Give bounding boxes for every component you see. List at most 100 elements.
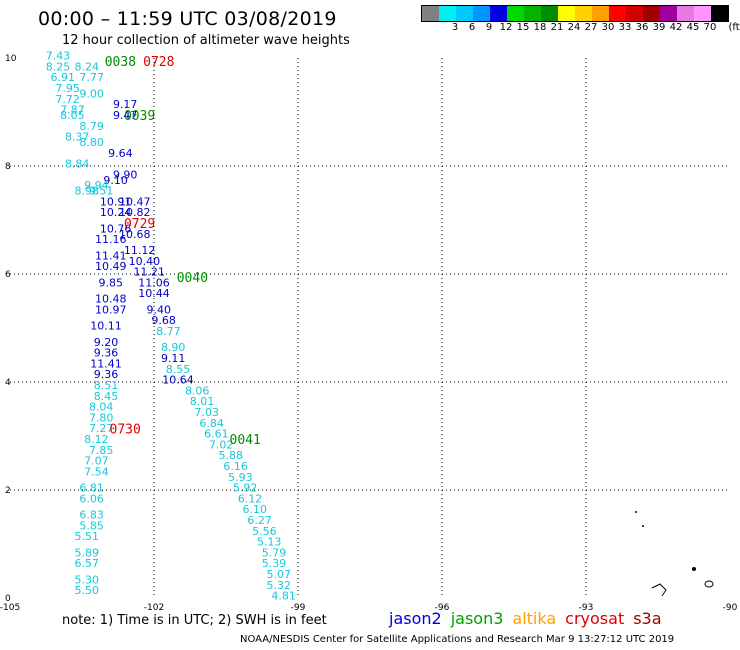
wave-height-value: 5.39 [262, 557, 287, 570]
wave-height-value: 9.51 [89, 185, 114, 198]
longitude-tick-label: -93 [579, 603, 594, 613]
wave-height-value: 6.61 [204, 428, 229, 441]
wave-height-value: 10.47 [119, 195, 151, 208]
wave-height-value: 7.80 [89, 411, 114, 424]
wave-height-value: 5.51 [75, 530, 100, 543]
latitude-tick-label: 0 [5, 594, 11, 604]
legend-swatch [626, 6, 643, 21]
latitude-tick-label: 2 [5, 486, 11, 496]
wave-height-value: 8.90 [161, 341, 186, 354]
wave-height-value: 5.32 [267, 579, 292, 592]
legend-swatch [592, 6, 609, 21]
wave-height-value: 6.91 [51, 71, 76, 84]
wave-height-value: 7.02 [209, 438, 234, 451]
wave-height-value: 10.68 [119, 228, 151, 241]
wave-height-value: 11.06 [138, 276, 170, 289]
wave-height-value: 5.89 [75, 546, 100, 559]
pass-time-label: 0041 [230, 433, 261, 448]
wave-height-value: 10.64 [162, 374, 194, 387]
wave-height-value: 8.24 [75, 60, 100, 73]
legend-unit: (ft) [728, 22, 740, 33]
latitude-tick-label: 6 [5, 270, 11, 280]
legend-swatch [422, 6, 439, 21]
wave-height-value: 11.12 [124, 244, 156, 257]
legend-swatch-label: 3 [451, 22, 459, 33]
longitude-tick-label: -105 [0, 603, 20, 613]
pass-time-label: 0730 [110, 422, 141, 437]
legend-swatch [473, 6, 490, 21]
wave-height-value: 6.83 [79, 509, 104, 522]
wave-height-value: 5.30 [75, 573, 100, 586]
legend-swatch [575, 6, 592, 21]
pass-time-labels: 0038 0728 0039 0729 0040 0730 0041 [105, 55, 261, 448]
legend-swatch-label: 15 [516, 22, 530, 33]
legend-swatch [439, 6, 456, 21]
axis-labels: -105 -102 -99 -96 -93 -90 0 2 4 6 8 10 [0, 54, 738, 613]
legend-swatch [490, 6, 507, 21]
legend-swatch [677, 6, 694, 21]
legend-swatch-label: 45 [686, 22, 700, 33]
wave-height-value: 5.13 [257, 536, 282, 549]
wave-height-value: 10.11 [90, 320, 122, 333]
wave-height-value: 8.45 [94, 390, 119, 403]
pass-time-label: 0039 [124, 109, 155, 124]
wave-height-value: 7.87 [60, 104, 85, 117]
coastline-islands [635, 511, 714, 597]
legend-swatch [643, 6, 660, 21]
legend-swatch-label: 30 [601, 22, 615, 33]
wave-height-value: 9.47 [113, 109, 138, 122]
wave-height-value: 10.76 [100, 222, 132, 235]
legend-swatch-label: 27 [584, 22, 598, 33]
legend-swatch [558, 6, 575, 21]
wave-height-value: 9.36 [94, 368, 119, 381]
legend-swatch-label: 9 [485, 22, 493, 33]
latitude-tick-label: 10 [5, 54, 17, 64]
wave-height-value: 9.85 [99, 276, 124, 289]
wave-height-value: 8.79 [79, 120, 104, 133]
satellite-legend: jason2 jason3 altika cryosat s3a [389, 609, 671, 628]
wave-height-value: 7.43 [46, 50, 71, 63]
satellite-legend-item: cryosat [565, 609, 625, 628]
graticule [10, 58, 730, 598]
wave-height-value: 5.50 [75, 584, 100, 597]
wave-height-value: 8.04 [89, 401, 114, 414]
wave-height-value: 8.12 [84, 433, 109, 446]
satellite-legend-item: jason2 [389, 609, 442, 628]
longitude-tick-label: -102 [144, 603, 164, 613]
wave-height-value: 8.06 [185, 384, 210, 397]
wave-height-value: 5.93 [228, 471, 253, 484]
wave-height-value: 11.41 [95, 249, 127, 262]
legend-swatch-label: 39 [652, 22, 666, 33]
wave-height-value: 6.10 [243, 503, 268, 516]
wave-height-value: 9.00 [79, 87, 104, 100]
latitude-tick-label: 8 [5, 162, 11, 172]
latitude-tick-label: 4 [5, 378, 11, 388]
wave-height-value: 8.55 [166, 363, 191, 376]
legend-swatch-label: 70 [703, 22, 717, 33]
wave-height-value: 6.16 [223, 460, 248, 473]
credit-line: NOAA/NESDIS Center for Satellite Applica… [240, 634, 675, 645]
wave-height-value: 9.90 [113, 168, 138, 181]
wave-height-value: 10.24 [100, 206, 132, 219]
pass-time-label: 0040 [177, 271, 208, 286]
wave-height-value: 6.84 [199, 417, 224, 430]
wave-height-value: 10.48 [95, 293, 127, 306]
wave-height-value: 9.11 [161, 352, 186, 365]
wave-height-value: 5.85 [79, 519, 104, 532]
legend-swatch-label: 33 [618, 22, 632, 33]
map-title: 00:00 – 11:59 UTC 03/08/2019 [38, 8, 337, 30]
legend-swatch [694, 6, 711, 21]
wave-height-value: 8.77 [156, 325, 181, 338]
satellite-legend-item: jason3 [450, 609, 504, 628]
legend-swatch-label: 42 [669, 22, 683, 33]
wave-height-value: 6.81 [79, 482, 104, 495]
wave-height-value: 9.17 [113, 98, 138, 111]
wave-height-value: 7.03 [195, 406, 220, 419]
wave-height-value: 7.07 [84, 455, 109, 468]
wave-height-value: 7.77 [79, 71, 104, 84]
longitude-tick-label: -90 [723, 603, 738, 613]
wave-height-value: 6.57 [75, 557, 100, 570]
wave-height-value: 7.85 [89, 444, 114, 457]
